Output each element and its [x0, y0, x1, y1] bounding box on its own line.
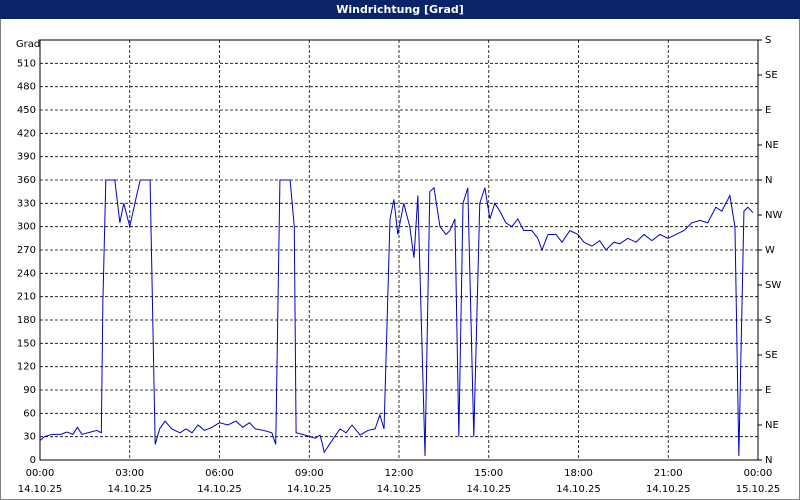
x-tick-date: 14.10.25	[18, 484, 63, 495]
y2-tick-label: S	[765, 315, 771, 326]
y-tick-label: 330	[17, 198, 36, 209]
y2-tick-label: S	[765, 35, 771, 46]
x-tick-date: 14.10.25	[646, 484, 691, 495]
y-tick-label: 300	[17, 222, 36, 233]
y-tick-label: 480	[17, 82, 36, 93]
y-tick-label: 420	[17, 128, 36, 139]
x-tick-date: 14.10.25	[197, 484, 242, 495]
y-tick-label: 90	[23, 385, 36, 396]
x-tick-date: 15.10.25	[736, 484, 781, 495]
y2-tick-label: NE	[765, 420, 779, 431]
y-axis-label: Grad	[16, 39, 40, 50]
y2-tick-label: N	[765, 175, 772, 186]
x-tick-date: 14.10.25	[377, 484, 422, 495]
y-tick-label: 210	[17, 292, 36, 303]
y2-tick-label: E	[765, 105, 771, 116]
y-tick-label: 30	[23, 432, 36, 443]
x-tick-date: 14.10.25	[556, 484, 601, 495]
y-tick-label: 390	[17, 152, 36, 163]
y-tick-label: 120	[17, 362, 36, 373]
y-tick-label: 180	[17, 315, 36, 326]
y2-tick-label: W	[765, 245, 775, 256]
y-tick-label: 360	[17, 175, 36, 186]
y-tick-label: 60	[23, 408, 36, 419]
x-tick-label: 03:00	[115, 468, 144, 479]
x-tick-label: 21:00	[654, 468, 683, 479]
x-tick-label: 09:00	[295, 468, 324, 479]
y-tick-label: 150	[17, 338, 36, 349]
y-tick-label: 0	[30, 455, 36, 466]
title-bar	[0, 0, 800, 19]
y-tick-label: 450	[17, 105, 36, 116]
y2-tick-label: NE	[765, 140, 779, 151]
x-tick-label: 12:00	[385, 468, 414, 479]
y2-tick-label: N	[765, 455, 772, 466]
y-tick-label: 240	[17, 268, 36, 279]
chart-title: Windrichtung [Grad]	[336, 3, 464, 16]
x-tick-label: 18:00	[564, 468, 593, 479]
y2-tick-label: SW	[765, 280, 781, 291]
x-tick-label: 00:00	[26, 468, 55, 479]
y2-tick-label: SE	[765, 70, 778, 81]
x-tick-label: 00:00	[744, 468, 773, 479]
x-tick-date: 14.10.25	[466, 484, 511, 495]
x-tick-label: 15:00	[474, 468, 503, 479]
y-tick-label: 510	[17, 58, 36, 69]
data-line	[39, 179, 754, 457]
y2-tick-label: NW	[765, 210, 782, 221]
x-tick-date: 14.10.25	[287, 484, 332, 495]
y2-tick-label: E	[765, 385, 771, 396]
x-tick-label: 06:00	[205, 468, 234, 479]
y2-tick-label: SE	[765, 350, 778, 361]
plot-frame	[39, 39, 759, 461]
x-tick-date: 14.10.25	[107, 484, 152, 495]
y-tick-label: 270	[17, 245, 36, 256]
